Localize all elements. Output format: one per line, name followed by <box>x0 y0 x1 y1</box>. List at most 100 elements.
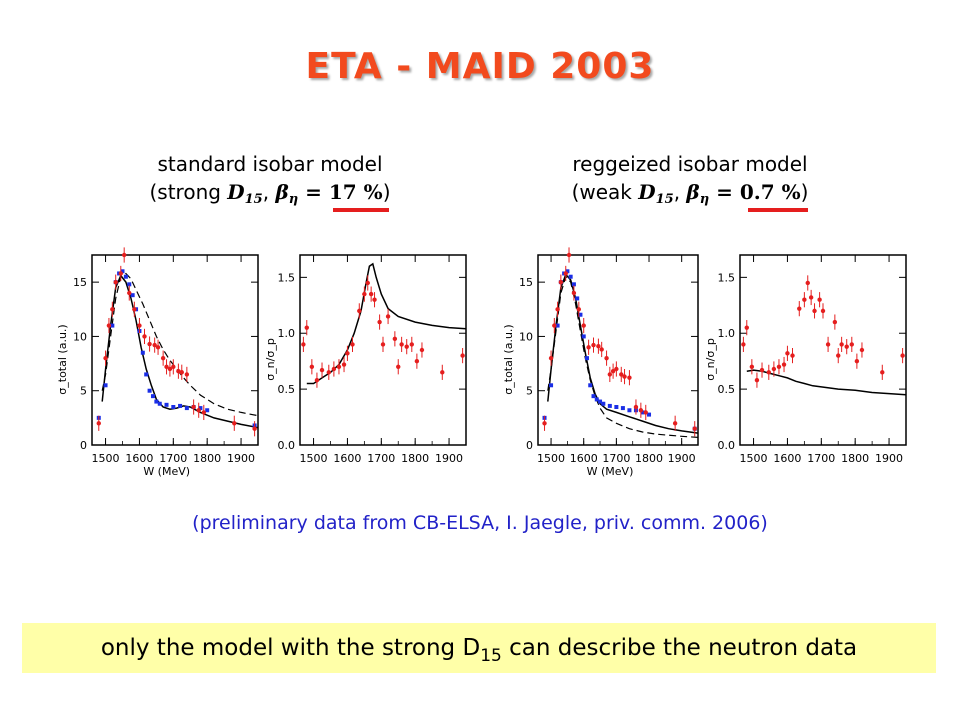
panel-3-red-point <box>672 421 678 426</box>
panel-4-red-point <box>790 353 795 358</box>
panel-3-red-point <box>586 345 591 350</box>
panel-3-ylabel: σ_total (a.u.) <box>502 324 515 394</box>
panel-1-xtick-label: 1600 <box>125 452 153 465</box>
panel-4-red-point <box>754 377 760 383</box>
panel-3-xtick-label: 1700 <box>602 452 630 465</box>
panel-3-ytick-label: 10 <box>519 330 533 343</box>
panel-1-red-point <box>160 355 166 361</box>
panel-3-blue-point <box>607 403 612 408</box>
conclusion-subscript: 15 <box>480 646 502 666</box>
panel-1-ytick-label: 0 <box>80 439 87 452</box>
panel-2-frame <box>299 254 467 446</box>
panel-4-red-point <box>744 325 749 330</box>
panel-3-blue-point <box>598 399 603 404</box>
panel-1-xlabel: W (MeV) <box>143 465 190 478</box>
panel-2-red-point <box>409 342 414 347</box>
panel-3-red-point <box>607 372 613 377</box>
panel-2-red-point <box>336 364 342 369</box>
panel-1-red-point <box>118 271 123 276</box>
panel-2-red-point <box>380 342 386 347</box>
panel-4-red-point <box>805 280 810 286</box>
panel-1-xtick-label: 1500 <box>92 452 120 465</box>
panel-2-xtick-label: 1700 <box>367 452 395 465</box>
panel-3-xtick-label: 1800 <box>635 452 663 465</box>
panel-3-red-point <box>627 375 632 380</box>
panel-1-ytick-label: 10 <box>73 330 87 343</box>
panel-3-ytick-label: 0 <box>526 439 533 452</box>
panel-2-red-point <box>460 353 465 358</box>
left-value-underline <box>333 208 389 212</box>
panel-4-red-point <box>832 319 838 325</box>
panel-4-red-point <box>741 342 746 347</box>
left-beta: β <box>275 180 289 204</box>
panel-1-dashed-curve <box>101 272 259 417</box>
panel-2-ylabel: σ_n/σ_p <box>264 338 277 381</box>
panel-1-red-point <box>132 307 137 312</box>
right-wave: D <box>638 180 656 204</box>
right-value-underline <box>748 208 808 212</box>
panel-1-red-point <box>142 334 147 339</box>
panel-3-red-point <box>692 426 697 431</box>
right-model-label: reggeized isobar model (weak D15, βη = 0… <box>500 150 880 214</box>
panel-1-blue-point <box>205 408 210 413</box>
panel-3-blue-point <box>584 356 589 361</box>
panel-3-xlabel: W (MeV) <box>587 465 634 478</box>
right-eq: = <box>709 180 740 204</box>
panel-4-red-point <box>797 306 802 311</box>
panel-2-red-point <box>350 342 355 347</box>
panel-1-blue-point <box>123 274 128 279</box>
panel-4-red-point <box>817 297 822 302</box>
panel-3-dashed-curve <box>547 275 699 438</box>
right-model-name: reggeized isobar model <box>572 152 808 176</box>
panel-4-ytick-label: 1.5 <box>718 271 736 284</box>
panel-2-red-point <box>309 364 315 369</box>
panel-4-frame <box>739 254 907 446</box>
right-model-params: (weak D15, βη = 0.7 %) <box>500 178 880 214</box>
left-model-params: (strong D15, βη = 17 %) <box>80 178 460 214</box>
panel-1-blue-point <box>103 383 108 388</box>
panel-4-red-point <box>785 351 790 356</box>
panel-3-red-point <box>555 307 560 312</box>
panel-1-red-point <box>137 323 142 328</box>
panel-2-ytick-label: 1.5 <box>278 271 296 284</box>
panel-3-blue-point <box>588 383 593 388</box>
panel-3-red-point <box>610 368 616 374</box>
panel-2-red-point <box>345 351 350 356</box>
panel-4-ytick-label: 0.0 <box>718 439 736 452</box>
panel-3-xtick-label: 1600 <box>570 452 598 465</box>
panel-3-blue-point <box>591 394 596 399</box>
data-source-note: (preliminary data from CB-ELSA, I. Jaegl… <box>192 512 768 534</box>
panel-3-red-point <box>604 355 609 361</box>
panel-1-red-point <box>127 290 132 296</box>
panel-3-red-point <box>596 344 601 349</box>
panel-2-ytick-label: 1.0 <box>278 327 296 340</box>
panel-4-red-point <box>812 308 817 314</box>
panel-3-blue-point <box>565 269 570 274</box>
panel-3-blue-point <box>614 405 619 409</box>
panel-1-red-point <box>196 408 201 413</box>
panel-1-ytick-label: 15 <box>73 276 87 289</box>
left-wave-sub: 15 <box>244 192 263 207</box>
panel-2-red-point <box>399 342 404 347</box>
panel-2-red-point <box>341 362 347 367</box>
right-close: ) <box>800 180 809 204</box>
panel-3-blue-point <box>620 406 625 411</box>
panel-1-red-point <box>191 404 196 410</box>
panel-4-red-point <box>880 370 885 375</box>
panel-2-ytick-label: 0.0 <box>278 439 296 452</box>
panel-1-solid-curve <box>101 274 259 429</box>
panel-3-blue-point <box>627 408 632 413</box>
panel-3-red-point <box>633 404 639 410</box>
panel-1-red-point <box>167 366 173 372</box>
panel-1-blue-point <box>127 282 132 287</box>
panel-4-red-point <box>844 344 849 349</box>
panel-3-blue-point <box>647 412 652 417</box>
panel-1-ylabel: σ_total (a.u.) <box>56 324 69 394</box>
panel-3-red-point <box>571 290 577 296</box>
conclusion-banner: only the model with the strong D15 can d… <box>22 623 936 673</box>
panel-1-red-point <box>103 355 108 361</box>
panel-3-blue-point <box>575 296 580 301</box>
panel-1-red-point <box>121 252 127 258</box>
panel-4-red-point <box>900 353 905 358</box>
